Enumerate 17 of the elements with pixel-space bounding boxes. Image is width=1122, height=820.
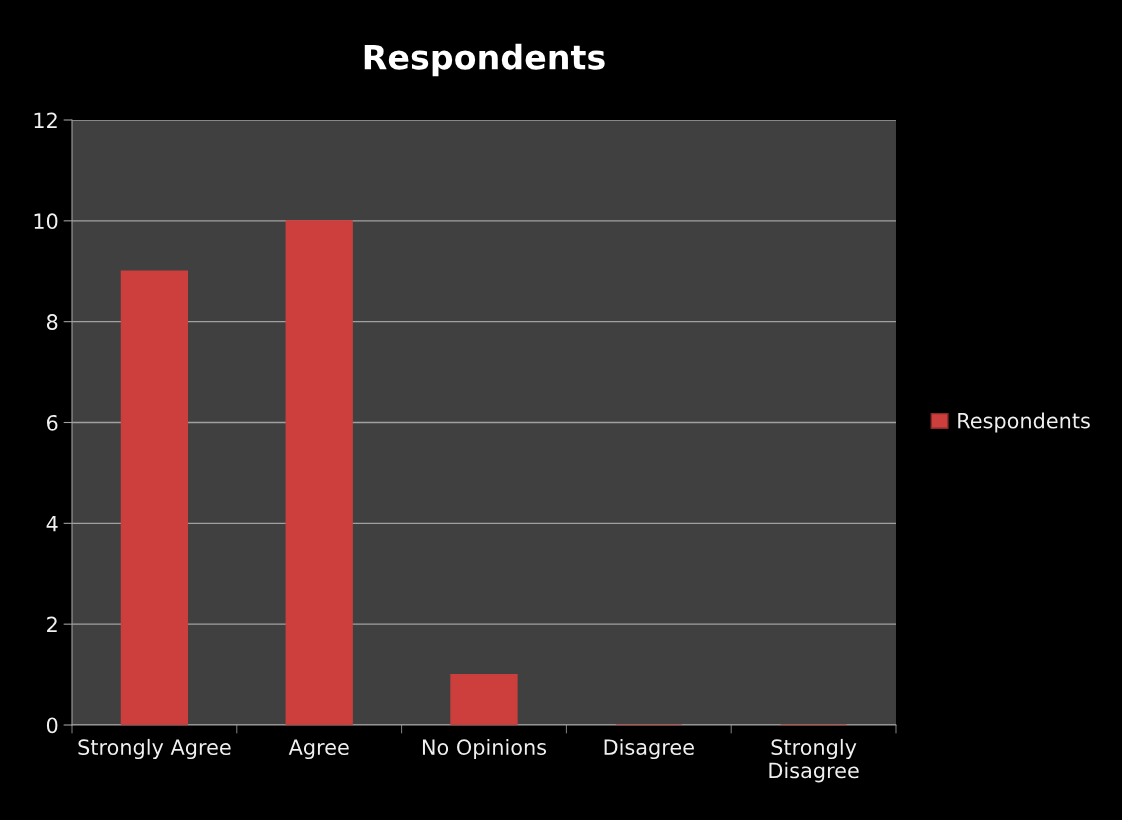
y-tick-label: 12	[34, 112, 57, 128]
bar	[285, 220, 353, 725]
legend-label: Respondents	[958, 412, 1090, 433]
bar	[120, 270, 189, 725]
y-tick-label: 0	[46, 717, 58, 734]
y-tick-label: 10	[34, 213, 58, 230]
y-tick-label: 2	[47, 616, 57, 633]
chart-title: Respondents	[364, 43, 605, 77]
y-tick-label: 4	[46, 516, 58, 532]
x-tick-label: Strongly Disagree	[769, 738, 859, 783]
y-tick-label: 6	[47, 414, 58, 431]
x-tick-label: No Opinions	[422, 738, 547, 760]
x-tick-label: Agree	[288, 739, 349, 760]
bar	[450, 673, 518, 725]
y-tick-label: 8	[46, 314, 58, 330]
x-tick-label: Disagree	[604, 738, 694, 760]
x-tick-label: Strongly Agree	[78, 738, 231, 760]
